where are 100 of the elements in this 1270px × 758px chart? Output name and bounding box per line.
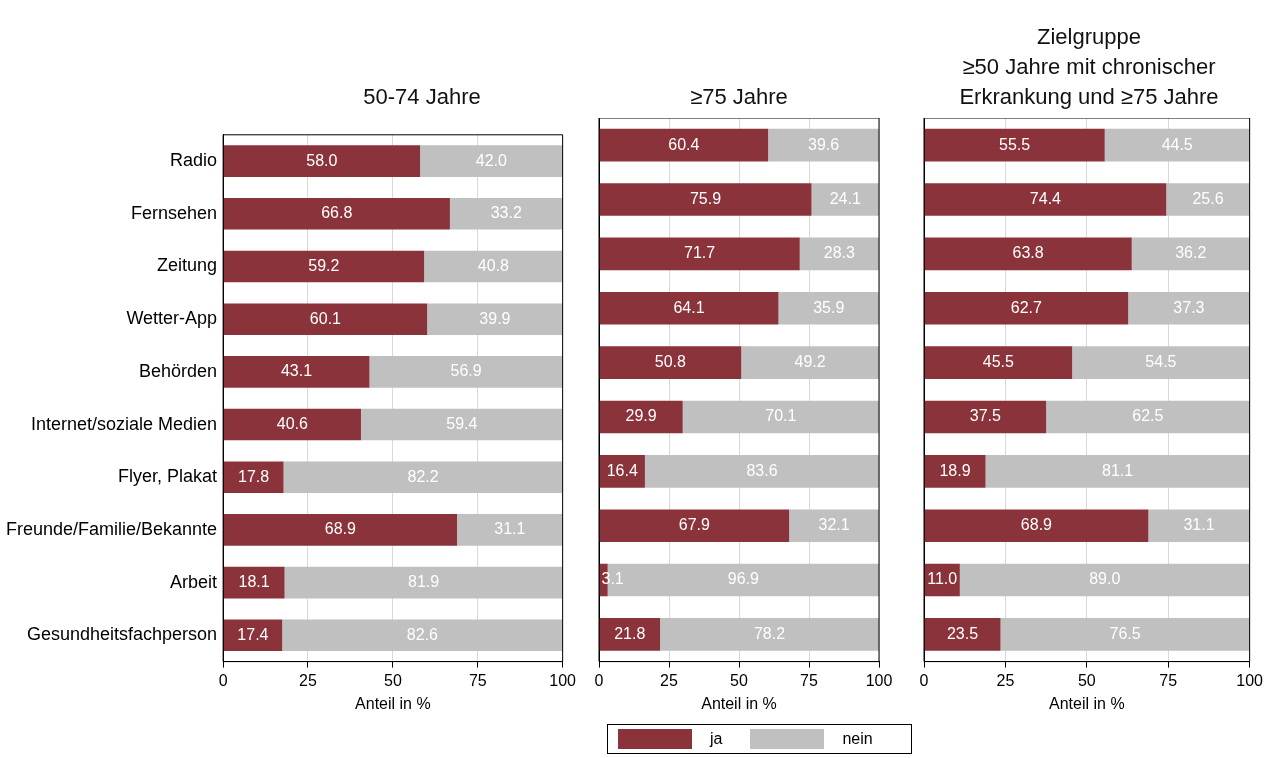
data-label: 40.8 <box>477 256 510 274</box>
x-tick-label: 25 <box>660 671 678 689</box>
data-label: 40.6 <box>276 414 308 432</box>
bar <box>924 237 1132 271</box>
x-tick-label: 50 <box>1077 671 1096 689</box>
data-label: 82.6 <box>406 625 439 643</box>
bar <box>778 291 879 325</box>
data-label: 62.7 <box>1010 298 1043 316</box>
y-tick-label: Gesundheitsfachperson <box>26 624 218 645</box>
data-label: 74.4 <box>1029 189 1062 207</box>
bar <box>644 455 879 488</box>
data-label: 59.2 <box>308 256 340 274</box>
x-tick-label: 75 <box>800 671 818 689</box>
y-tick-label: Freunde/Familie/Bekannte <box>5 518 218 539</box>
data-label: 21.8 <box>614 624 646 642</box>
data-label: 56.9 <box>450 362 482 380</box>
bar <box>1166 183 1250 216</box>
data-label: 45.5 <box>982 353 1015 371</box>
x-tick-label: 25 <box>299 671 317 689</box>
bar <box>599 346 742 379</box>
x-tick-label: 0 <box>218 671 228 689</box>
data-label: 39.9 <box>479 309 511 327</box>
bar <box>283 461 563 494</box>
bar <box>741 346 879 379</box>
bar <box>789 509 879 543</box>
x-tick-label: 25 <box>996 671 1015 689</box>
data-label: 81.1 <box>1102 461 1134 479</box>
data-label: 23.5 <box>946 624 979 642</box>
data-label: 76.5 <box>1109 624 1141 642</box>
x-tick-label: 50 <box>730 671 748 689</box>
bar <box>1046 400 1250 434</box>
data-label: 68.9 <box>1020 516 1053 534</box>
bar <box>284 566 563 599</box>
data-label: 16.4 <box>606 461 638 479</box>
data-label: 60.1 <box>309 309 342 327</box>
data-label: 89.0 <box>1089 570 1121 588</box>
y-tick-label: Flyer, Plakat <box>118 466 218 487</box>
data-label: 31.1 <box>1183 516 1215 534</box>
chart-title: 50-74 Jahre <box>362 83 482 111</box>
data-label: 81.9 <box>408 572 440 590</box>
x-tick-label: 0 <box>594 671 604 689</box>
bar <box>1128 291 1250 325</box>
data-label: 18.9 <box>939 461 971 479</box>
bar <box>599 509 790 543</box>
data-label: 44.5 <box>1161 135 1193 153</box>
bar <box>369 356 563 388</box>
data-label: 78.2 <box>753 624 786 642</box>
data-label: 83.6 <box>746 461 778 479</box>
data-label: 36.2 <box>1175 244 1207 262</box>
bar <box>924 618 1001 651</box>
data-label: 67.9 <box>678 516 710 534</box>
y-tick-label: Fernsehen <box>131 202 218 223</box>
bar <box>1104 128 1250 162</box>
data-label: 32.1 <box>818 516 850 534</box>
data-label: 33.2 <box>490 204 522 222</box>
bar <box>924 128 1105 162</box>
y-tick-label: Internet/soziale Medien <box>31 413 218 434</box>
data-label: 37.5 <box>969 407 1001 425</box>
x-axis-title: Anteil in % <box>1049 694 1125 712</box>
bar <box>223 408 361 441</box>
data-label: 39.6 <box>807 135 840 153</box>
bar <box>682 400 879 434</box>
bar <box>924 455 986 488</box>
bar <box>223 198 450 230</box>
data-label: 17.4 <box>237 625 269 643</box>
data-label: 68.9 <box>324 520 357 538</box>
data-label: 66.8 <box>321 204 353 222</box>
data-label: 55.5 <box>999 135 1031 153</box>
data-label: 75.9 <box>689 189 722 207</box>
bar <box>599 237 800 271</box>
data-label: 64.1 <box>673 298 705 316</box>
bar <box>1000 618 1250 651</box>
bar <box>282 619 563 652</box>
data-label: 58.0 <box>306 151 338 169</box>
y-tick-label: Wetter-App <box>126 308 218 329</box>
bar <box>1131 237 1250 271</box>
data-label: 11.0 <box>927 570 958 588</box>
bar <box>599 128 769 162</box>
chart-title: ≥75 Jahre <box>689 83 789 111</box>
bar <box>360 408 563 441</box>
bar <box>924 400 1047 434</box>
data-label: 62.5 <box>1132 407 1164 425</box>
y-tick-label: Zeitung <box>157 255 218 276</box>
bar <box>223 514 458 546</box>
bar <box>449 198 563 230</box>
data-label: 24.1 <box>829 189 861 207</box>
x-tick-label: 75 <box>468 671 487 689</box>
y-tick-label: Arbeit <box>170 571 218 592</box>
x-tick-label: 100 <box>1236 671 1264 689</box>
data-label: 35.9 <box>813 298 845 316</box>
legend-label: ja <box>710 730 723 748</box>
data-label: 31.1 <box>494 520 526 538</box>
bar <box>223 145 421 177</box>
bar <box>768 128 879 162</box>
bar <box>599 400 683 434</box>
bar <box>811 183 879 216</box>
bar <box>959 563 1250 597</box>
bar <box>1148 509 1250 543</box>
x-axis-title: Anteil in % <box>701 694 777 712</box>
data-label: 37.3 <box>1173 298 1205 316</box>
